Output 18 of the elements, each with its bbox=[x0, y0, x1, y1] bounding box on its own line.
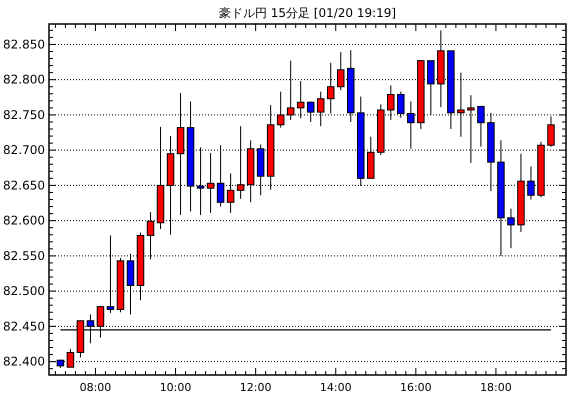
y-tick-label: 82.500 bbox=[3, 284, 45, 298]
x-tick-label: 18:00 bbox=[480, 381, 512, 394]
y-tick-label: 82.850 bbox=[3, 37, 45, 52]
candlestick bbox=[306, 101, 314, 122]
x-tick-label: 08:00 bbox=[80, 381, 112, 394]
y-tick-label: 82.600 bbox=[3, 214, 45, 228]
y-tick-label: 82.800 bbox=[3, 72, 45, 87]
y-tick-label: 82.450 bbox=[3, 319, 45, 334]
x-tick-label: 14:00 bbox=[320, 381, 352, 394]
y-tick-label: 82.650 bbox=[3, 178, 45, 192]
y-tick-label: 82.700 bbox=[3, 143, 45, 158]
y-tick-label: 82.750 bbox=[3, 108, 45, 122]
y-tick-label: 82.550 bbox=[3, 248, 45, 263]
x-tick-label: 16:00 bbox=[400, 381, 432, 394]
y-tick-label: 82.400 bbox=[3, 354, 45, 369]
chart-title: 豪ドル円 15分足 [01/20 19:19] bbox=[218, 6, 396, 20]
x-tick-label: 10:00 bbox=[160, 381, 192, 394]
x-tick-label: 12:00 bbox=[240, 381, 272, 394]
